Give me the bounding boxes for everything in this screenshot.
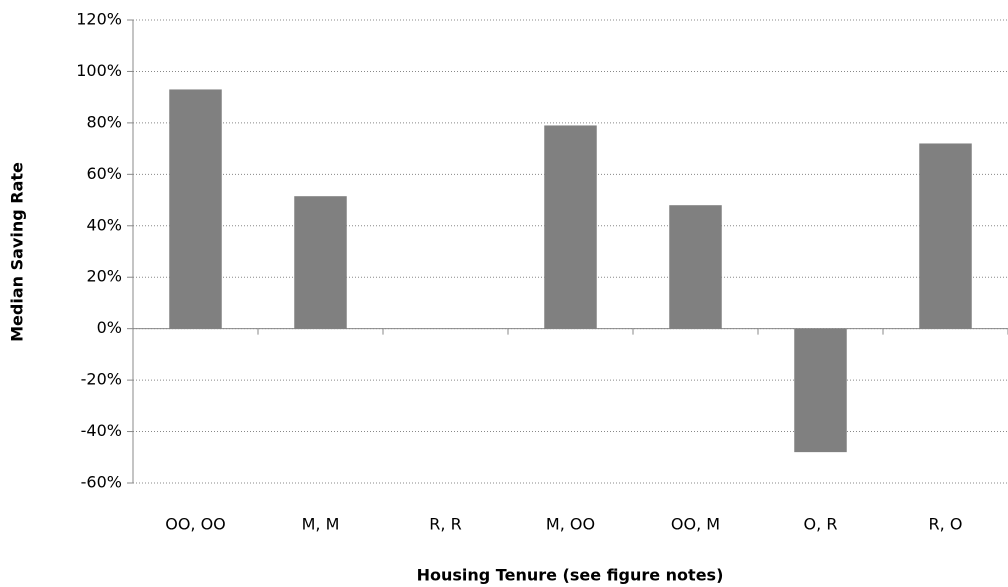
x-tick-label: R, O [929,515,963,534]
x-tick-label: M, M [302,515,340,534]
y-tick-label: 120% [76,10,122,29]
y-tick-label: 0% [97,318,122,337]
bar [544,125,597,329]
bar [294,196,347,329]
bar [669,205,722,329]
y-tick-label: -40% [81,421,122,440]
y-axis-title: Median Saving Rate [8,162,27,342]
x-axis-title: Housing Tenure (see figure notes) [417,566,724,585]
x-tick-label: O, R [804,515,838,534]
x-tick-label: OO, OO [165,515,226,534]
y-tick-label: -20% [81,370,122,389]
bar [919,143,972,329]
bar [794,328,847,453]
y-tick-label: 100% [76,61,122,80]
x-tick-label: OO, M [671,515,720,534]
y-tick-label: 80% [86,112,122,131]
x-tick-label: M, OO [546,515,595,534]
y-tick-label: 60% [86,164,122,183]
x-tick-label: R, R [429,515,461,534]
y-tick-label: -60% [81,473,122,492]
bar [169,89,222,329]
y-tick-label: 20% [86,267,122,286]
y-tick-label: 40% [86,215,122,234]
